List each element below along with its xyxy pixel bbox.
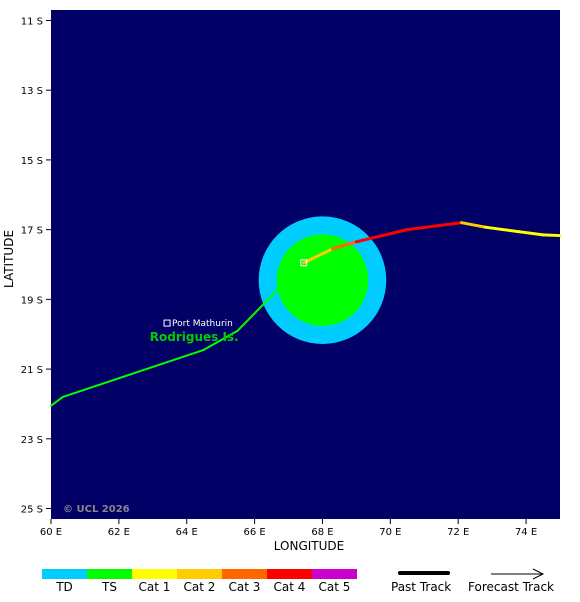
axis-ticks: 60 E 62 E 64 E 66 E 68 E 70 E 72 E 74 E 11 S 13 S…: [21, 16, 537, 538]
past-track-segment: [202, 329, 239, 351]
legend-swatch-td: [42, 569, 87, 579]
past-track-label: Past Track: [391, 580, 452, 594]
lat-tick-label: 21 S: [21, 365, 43, 376]
forecast-track-arrow-icon: [491, 568, 545, 580]
legend-label-cat3: Cat 3: [228, 580, 261, 594]
legend-swatch-cat2: [177, 569, 222, 579]
past-track-segment: [270, 261, 305, 297]
lat-tick-label: 11 S: [21, 16, 43, 27]
lon-tick-label: 72 E: [447, 527, 469, 538]
lat-tick-label: 23 S: [21, 435, 43, 446]
lon-tick-label: 66 E: [243, 527, 265, 538]
legend-swatch-cat5: [312, 569, 357, 579]
past-track-segment: [236, 294, 273, 332]
lon-tick-label: 60 E: [40, 527, 62, 538]
lon-tick-label: 64 E: [176, 527, 198, 538]
island-label: Rodrigues Is.: [150, 330, 239, 344]
legend-label-td: TD: [56, 580, 73, 594]
past-track-segment: [134, 348, 205, 374]
town-marker: [163, 319, 171, 327]
town-label: Port Mathurin: [172, 319, 233, 329]
forecast-track-label: Forecast Track: [468, 580, 554, 594]
past-track-segment: [50, 395, 64, 407]
legend-label-cat5: Cat 5: [318, 580, 351, 594]
places: Port Mathurin Rodrigues Is.: [150, 319, 239, 344]
forecast-track-segment: [302, 247, 335, 265]
forecast-track-segment: [541, 233, 562, 238]
lat-tick-label: 17 S: [21, 226, 43, 237]
current-position-marker: [300, 259, 308, 267]
category-legend-labels: TD TS Cat 1 Cat 2 Cat 3 Cat 4 Cat 5: [42, 580, 357, 594]
forecast-track-segment: [354, 228, 409, 244]
legend-swatch-cat3: [222, 569, 267, 579]
lon-tick-label: 68 E: [311, 527, 333, 538]
lon-tick-label: 74 E: [515, 527, 537, 538]
forecast-track-segment: [405, 221, 464, 232]
forecast-track-segment: [460, 221, 487, 229]
legend-label-cat1: Cat 1: [138, 580, 171, 594]
storm-tracks: [50, 221, 562, 407]
wind-fields: [258, 216, 387, 344]
ts-wind-field: [276, 234, 369, 326]
past-track-segment: [61, 371, 137, 398]
lat-tick-label: 15 S: [21, 156, 43, 167]
past-track-line-icon: [398, 571, 450, 575]
lat-tick-label: 19 S: [21, 295, 43, 306]
x-axis-title: LONGITUDE: [274, 539, 344, 553]
legend-label-cat4: Cat 4: [273, 580, 306, 594]
legend-label-cat2: Cat 2: [183, 580, 216, 594]
forecast-track-segment: [483, 225, 545, 237]
copyright-label: © UCL 2026: [63, 504, 130, 515]
y-axis-title: LATITUDE: [2, 230, 16, 288]
lon-tick-label: 70 E: [379, 527, 401, 538]
legend-swatch-cat1: [132, 569, 177, 579]
legend-label-ts: TS: [102, 580, 117, 594]
lat-tick-label: 13 S: [21, 86, 43, 97]
lat-tick-label: 25 S: [21, 505, 43, 516]
lon-tick-label: 62 E: [108, 527, 130, 538]
category-legend: [42, 569, 357, 579]
forecast-track-segment: [331, 240, 358, 251]
legend-swatch-cat4: [267, 569, 312, 579]
legend-swatch-ts: [87, 569, 132, 579]
